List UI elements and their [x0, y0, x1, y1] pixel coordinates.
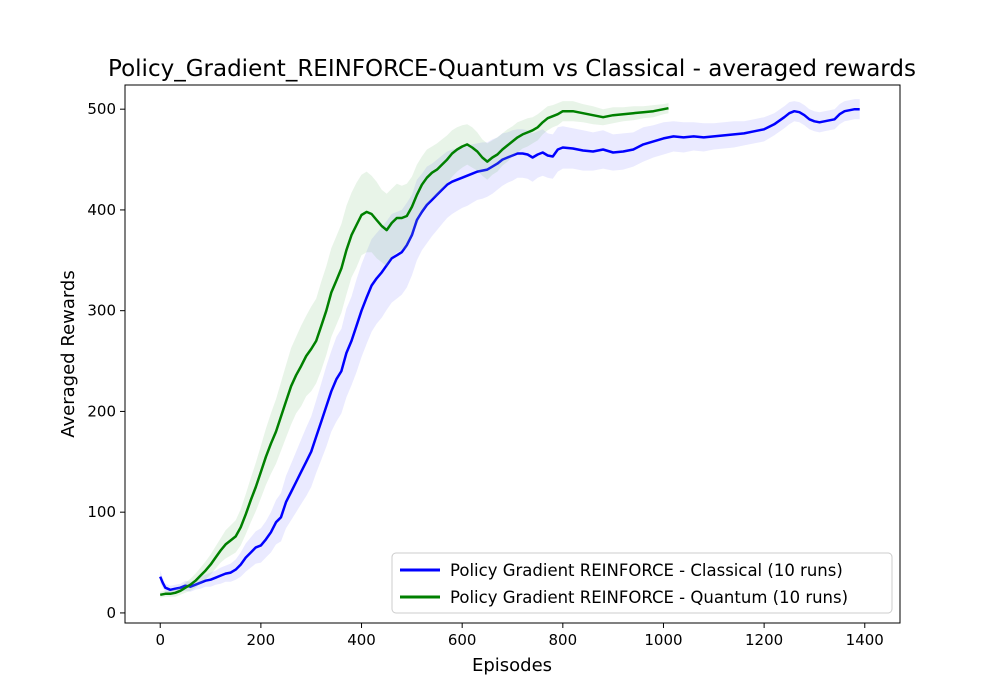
y-tick-label: 500 — [87, 100, 116, 118]
y-tick-label: 200 — [87, 402, 116, 420]
y-tick-label: 300 — [87, 302, 116, 320]
x-axis: 0 200 400 600 800 1000 1200 1400 — [155, 623, 884, 649]
legend: Policy Gradient REINFORCE - Classical (1… — [391, 552, 893, 614]
x-tick-label: 0 — [155, 631, 165, 649]
plot-area — [159, 99, 860, 598]
legend-box — [391, 552, 893, 614]
y-tick-label: 100 — [87, 503, 116, 521]
series-line-classical — [159, 107, 860, 592]
x-tick-label: 600 — [448, 631, 477, 649]
x-tick-label: 1200 — [745, 631, 783, 649]
y-axis-label: Averaged Rewards — [58, 270, 79, 437]
y-axis: 0 100 200 300 400 500 — [87, 100, 125, 622]
legend-label-quantum: Policy Gradient REINFORCE - Quantum (10 … — [450, 588, 848, 607]
x-tick-label: 800 — [549, 631, 578, 649]
plot-frame — [124, 84, 901, 624]
x-tick-label: 1000 — [644, 631, 682, 649]
y-tick-label: 0 — [106, 604, 116, 622]
x-tick-label: 200 — [247, 631, 276, 649]
x-axis-label: Episodes — [472, 655, 552, 676]
chart-title: Policy_Gradient_REINFORCE-Quantum vs Cla… — [108, 56, 916, 82]
series-line-quantum — [159, 106, 669, 597]
x-tick-label: 400 — [347, 631, 376, 649]
y-tick-label: 400 — [87, 201, 116, 219]
x-tick-label: 1400 — [846, 631, 884, 649]
legend-label-classical: Policy Gradient REINFORCE - Classical (1… — [450, 561, 843, 580]
